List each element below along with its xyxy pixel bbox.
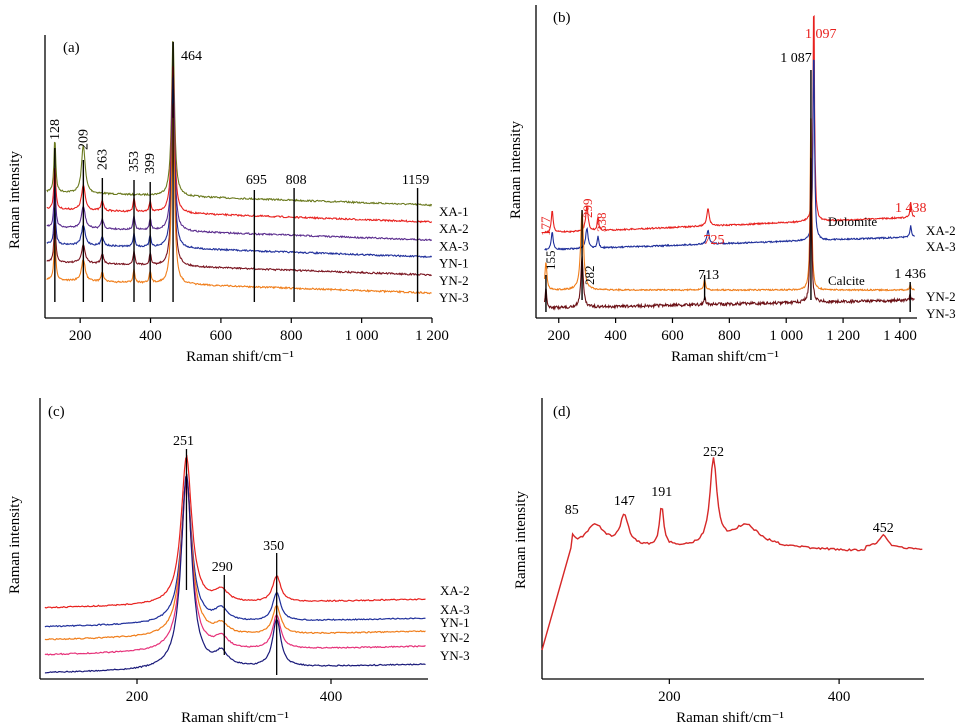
panel-c-series-label: XA-2 xyxy=(440,583,470,598)
panel-c-peak-label: 251 xyxy=(173,434,194,449)
panel-d-peak-label: 85 xyxy=(565,503,579,518)
panel-c-series-label: YN-1 xyxy=(440,615,470,630)
panel-d-ylabel: Raman intensity xyxy=(513,491,529,589)
panel-d: (d) Raman intensity Raman shift/cm⁻¹ 200… xyxy=(513,398,924,726)
panel-a-peak-label: 128 xyxy=(48,119,63,140)
panel-a-peak-label: 464 xyxy=(181,49,202,64)
panel-c-series-label: YN-2 xyxy=(440,630,470,645)
panel-c-series-line xyxy=(44,477,426,641)
panel-b-x-tick-label: 1 000 xyxy=(769,328,803,344)
panel-c-ylabel: Raman intensity xyxy=(7,496,23,594)
panel-b-x-tick-label: 200 xyxy=(547,328,570,344)
panel-a-x-tick-label: 600 xyxy=(210,328,233,344)
panel-c-xlabel: Raman shift/cm⁻¹ xyxy=(181,710,289,726)
panel-d-series-line xyxy=(541,457,923,651)
panel-a-x-tick-label: 1 000 xyxy=(345,328,379,344)
panel-b-series-line xyxy=(544,15,916,234)
panel-d-peak-label: 147 xyxy=(614,494,635,509)
panel-b-peak-label: 282 xyxy=(582,266,597,286)
panel-c-series-label: YN-3 xyxy=(440,648,470,663)
panel-d-peak-label: 191 xyxy=(651,485,672,500)
panel-a-x-tick-label: 1 200 xyxy=(415,328,449,344)
panel-b-mineral-label: Dolomite xyxy=(828,214,877,229)
panel-b-peak-label: 713 xyxy=(698,268,719,283)
panel-b-series-line xyxy=(543,118,915,292)
panel-a-peak-label: 263 xyxy=(95,149,110,170)
panel-d-x-tick-label: 200 xyxy=(658,689,681,705)
panel-a-series-label: XA-3 xyxy=(439,238,469,253)
panel-a-peak-label: 353 xyxy=(127,151,142,172)
panel-b-series-line xyxy=(543,157,915,311)
panel-b-x-tick-label: 800 xyxy=(718,328,741,344)
panel-b-xlabel: Raman shift/cm⁻¹ xyxy=(671,349,779,365)
panel-c-x-tick-label: 200 xyxy=(126,689,149,705)
panel-b-peak-label: 1 087 xyxy=(780,51,812,66)
panel-b-series-label: YN-3 xyxy=(926,306,956,321)
panel-a-series-line xyxy=(46,66,433,224)
panel-b-label: (b) xyxy=(553,10,571,26)
panel-a-label: (a) xyxy=(63,40,80,56)
panel-b-peak-label: 1 438 xyxy=(895,201,927,216)
panel-c-peak-label: 290 xyxy=(212,560,233,575)
panel-a-x-tick-label: 200 xyxy=(69,328,92,344)
panel-a-series-line xyxy=(46,40,433,207)
panel-b-peak-label: 725 xyxy=(704,233,725,248)
panel-d-peak-label: 452 xyxy=(873,521,894,536)
panel-b-series-label: YN-2 xyxy=(926,289,956,304)
panel-b-x-tick-label: 600 xyxy=(661,328,684,344)
panel-b-peak-label: 177 xyxy=(538,216,553,236)
panel-a-series-label: XA-2 xyxy=(439,221,469,236)
panel-d-peak-label: 252 xyxy=(703,445,724,460)
panel-c-series-line xyxy=(44,480,426,656)
panel-b-x-tick-label: 400 xyxy=(604,328,627,344)
panel-a-series-line xyxy=(46,102,432,277)
panel-c-label: (c) xyxy=(48,404,65,420)
panel-b-peak-label: 299 xyxy=(580,199,595,219)
panel-a-xlabel: Raman shift/cm⁻¹ xyxy=(186,349,294,365)
panel-b: (b) Raman intensity Raman shift/cm⁻¹ 200… xyxy=(508,5,956,365)
panel-a-peak-label: 1159 xyxy=(402,173,429,188)
panel-a: (a) Raman intensity Raman shift/cm⁻¹ 200… xyxy=(7,35,469,365)
panel-c-series-label: XA-3 xyxy=(440,602,470,617)
panel-c: (c) Raman intensity Raman shift/cm⁻¹ 200… xyxy=(7,398,470,726)
panel-a-series-line xyxy=(46,74,433,242)
panel-c-series-line xyxy=(44,454,426,609)
panel-a-peak-label: 808 xyxy=(286,173,307,188)
panel-a-peak-label: 209 xyxy=(76,129,91,150)
panel-b-ylabel: Raman intensity xyxy=(508,121,524,219)
panel-b-x-tick-label: 1 400 xyxy=(883,328,917,344)
panel-a-ylabel: Raman intensity xyxy=(7,151,23,249)
panel-a-peak-label: 695 xyxy=(246,173,267,188)
panel-d-xlabel: Raman shift/cm⁻¹ xyxy=(676,710,784,726)
panel-a-x-tick-label: 400 xyxy=(139,328,162,344)
panel-c-peak-label: 350 xyxy=(263,539,284,554)
panel-a-series-label: YN-2 xyxy=(439,273,469,288)
panel-a-series-label: YN-1 xyxy=(439,256,469,271)
panel-d-x-tick-label: 400 xyxy=(828,689,851,705)
panel-c-x-tick-label: 400 xyxy=(320,689,343,705)
panel-b-peak-label: 1 097 xyxy=(805,27,837,42)
panel-a-x-tick-label: 800 xyxy=(280,328,303,344)
panel-c-series-line xyxy=(44,477,426,628)
panel-a-series-label: YN-3 xyxy=(439,290,469,305)
panel-b-mineral-label: Calcite xyxy=(828,273,865,288)
panel-d-label: (d) xyxy=(553,404,571,420)
panel-b-series-label: XA-2 xyxy=(926,223,956,238)
panel-b-series-label: XA-3 xyxy=(926,239,956,254)
panel-b-peak-label: 155 xyxy=(543,251,558,271)
panel-a-series-label: XA-1 xyxy=(439,204,469,219)
panel-c-series-line xyxy=(44,473,426,674)
panel-a-series-line xyxy=(46,117,432,295)
panel-a-peak-label: 399 xyxy=(143,153,158,174)
panel-b-x-tick-label: 1 200 xyxy=(826,328,860,344)
panel-a-series-line xyxy=(46,89,433,259)
panel-b-peak-label: 1 436 xyxy=(894,267,926,282)
panel-b-series-line xyxy=(544,59,915,252)
panel-b-peak-label: 338 xyxy=(594,213,609,233)
